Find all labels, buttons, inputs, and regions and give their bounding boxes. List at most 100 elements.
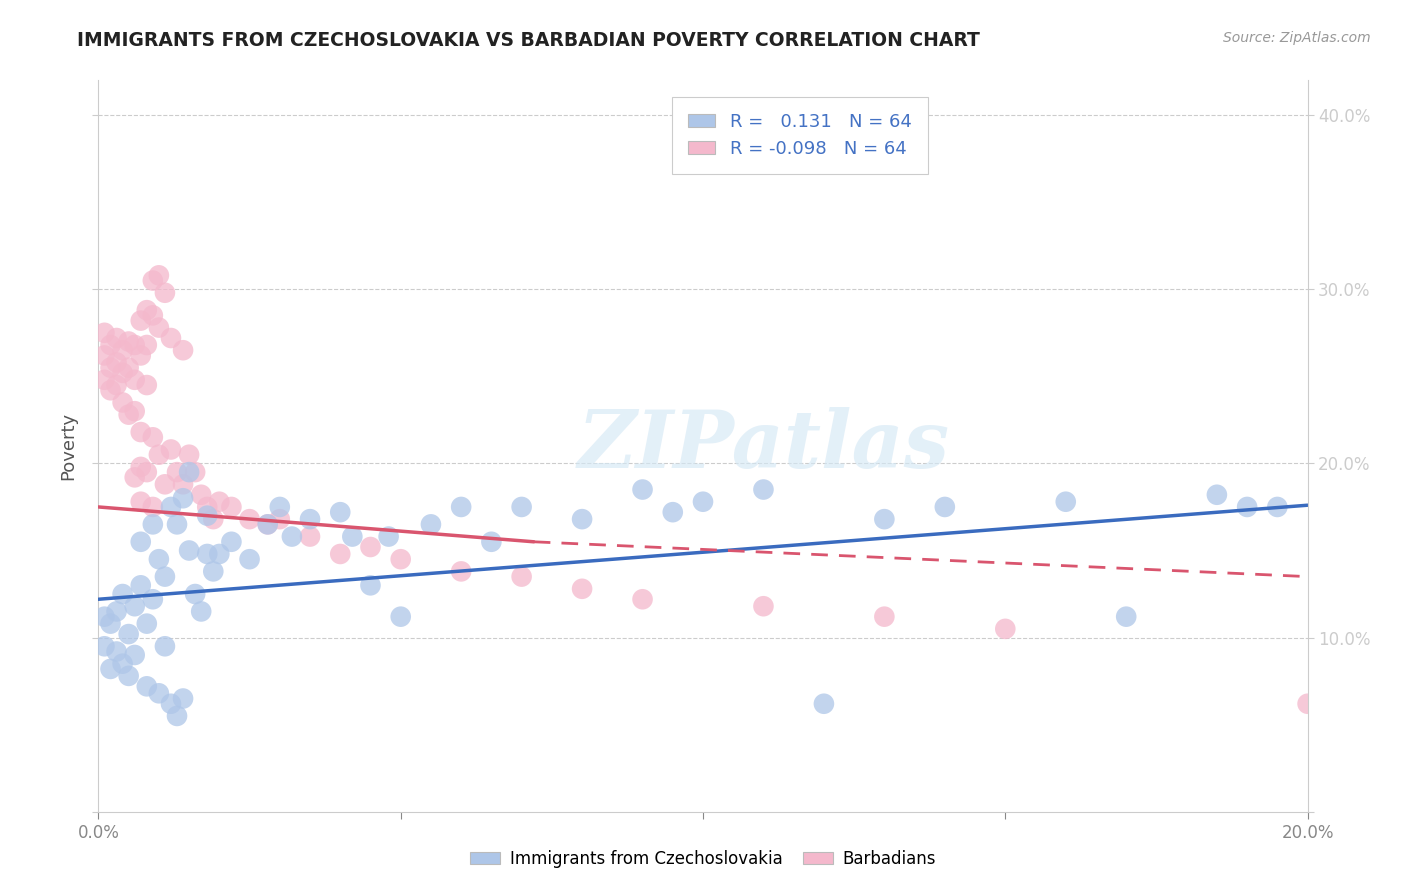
- Point: [93, 373, 115, 387]
- Point: [179, 465, 201, 479]
- Point: [172, 691, 194, 706]
- Y-axis label: Poverty: Poverty: [59, 412, 77, 480]
- Point: [1115, 609, 1137, 624]
- Point: [571, 512, 593, 526]
- Point: [239, 552, 262, 566]
- Point: [239, 512, 262, 526]
- Point: [93, 348, 115, 362]
- Point: [105, 355, 128, 369]
- Point: [142, 517, 165, 532]
- Point: [1206, 488, 1229, 502]
- Point: [160, 331, 183, 345]
- Point: [360, 540, 382, 554]
- Point: [631, 592, 654, 607]
- Point: [389, 609, 412, 624]
- Point: [135, 338, 157, 352]
- Point: [129, 425, 152, 439]
- Point: [221, 500, 243, 514]
- Point: [269, 512, 291, 526]
- Point: [179, 543, 201, 558]
- Point: [129, 313, 152, 327]
- Legend: Immigrants from Czechoslovakia, Barbadians: Immigrants from Czechoslovakia, Barbadia…: [463, 844, 943, 875]
- Point: [148, 320, 170, 334]
- Point: [377, 530, 399, 544]
- Point: [142, 592, 165, 607]
- Point: [1296, 697, 1319, 711]
- Point: [93, 609, 115, 624]
- Point: [190, 604, 212, 618]
- Point: [510, 500, 533, 514]
- Text: Source: ZipAtlas.com: Source: ZipAtlas.com: [1223, 31, 1371, 45]
- Point: [93, 326, 115, 340]
- Point: [256, 517, 278, 532]
- Point: [148, 686, 170, 700]
- Point: [813, 697, 835, 711]
- Point: [360, 578, 382, 592]
- Point: [752, 483, 775, 497]
- Point: [118, 627, 141, 641]
- Point: [202, 512, 225, 526]
- Point: [179, 448, 201, 462]
- Point: [184, 465, 207, 479]
- Point: [148, 552, 170, 566]
- Point: [148, 268, 170, 283]
- Point: [166, 709, 188, 723]
- Point: [153, 477, 176, 491]
- Point: [752, 599, 775, 614]
- Point: [510, 569, 533, 583]
- Point: [481, 534, 503, 549]
- Point: [118, 334, 141, 349]
- Point: [129, 348, 152, 362]
- Point: [118, 669, 141, 683]
- Point: [934, 500, 956, 514]
- Point: [160, 442, 183, 457]
- Point: [135, 378, 157, 392]
- Point: [142, 500, 165, 514]
- Point: [111, 587, 134, 601]
- Point: [873, 512, 896, 526]
- Point: [1267, 500, 1289, 514]
- Point: [153, 640, 176, 654]
- Point: [571, 582, 593, 596]
- Point: [208, 494, 231, 508]
- Point: [450, 500, 472, 514]
- Point: [124, 599, 146, 614]
- Point: [269, 500, 291, 514]
- Point: [329, 505, 352, 519]
- Point: [172, 343, 194, 358]
- Point: [256, 517, 278, 532]
- Point: [135, 303, 157, 318]
- Point: [124, 404, 146, 418]
- Point: [160, 697, 183, 711]
- Point: [153, 285, 176, 300]
- Point: [129, 578, 152, 592]
- Point: [299, 530, 322, 544]
- Point: [100, 616, 122, 631]
- Point: [195, 547, 218, 561]
- Point: [160, 500, 183, 514]
- Point: [105, 644, 128, 658]
- Point: [105, 378, 128, 392]
- Point: [692, 494, 714, 508]
- Point: [342, 530, 364, 544]
- Point: [631, 483, 654, 497]
- Point: [172, 477, 194, 491]
- Point: [195, 500, 218, 514]
- Point: [100, 360, 122, 375]
- Point: [111, 343, 134, 358]
- Point: [124, 373, 146, 387]
- Point: [195, 508, 218, 523]
- Point: [389, 552, 412, 566]
- Text: ZIPatlas: ZIPatlas: [578, 408, 949, 484]
- Point: [208, 547, 231, 561]
- Point: [135, 679, 157, 693]
- Text: IMMIGRANTS FROM CZECHOSLOVAKIA VS BARBADIAN POVERTY CORRELATION CHART: IMMIGRANTS FROM CZECHOSLOVAKIA VS BARBAD…: [77, 31, 980, 50]
- Point: [153, 569, 176, 583]
- Point: [100, 384, 122, 398]
- Point: [148, 448, 170, 462]
- Point: [111, 657, 134, 671]
- Point: [100, 338, 122, 352]
- Point: [873, 609, 896, 624]
- Point: [124, 470, 146, 484]
- Point: [135, 616, 157, 631]
